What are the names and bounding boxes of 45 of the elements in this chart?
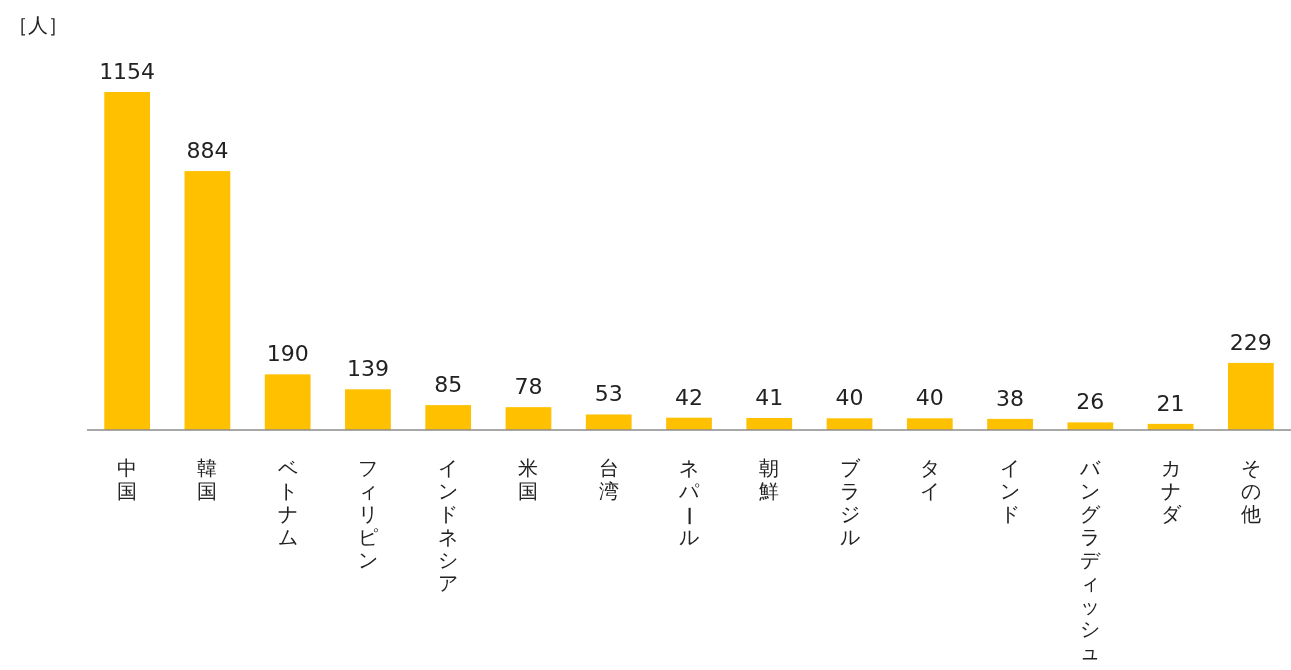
bar <box>666 417 712 430</box>
bar <box>987 418 1033 430</box>
x-tick-label: フィリピン <box>357 456 378 572</box>
bar <box>264 374 311 430</box>
x-tick-label: ベトナム <box>277 456 298 549</box>
data-label: 884 <box>186 138 229 164</box>
data-label: 229 <box>1229 329 1272 355</box>
data-label: 85 <box>434 372 463 398</box>
data-label: 1154 <box>99 59 156 84</box>
data-label: 38 <box>996 385 1025 411</box>
data-label: 190 <box>266 341 309 367</box>
data-label: 42 <box>675 384 703 410</box>
x-tick-label: その他 <box>1240 456 1261 526</box>
bar <box>585 414 632 430</box>
category-label: バングラディッシュ <box>1080 456 1101 664</box>
bar <box>1067 422 1114 430</box>
x-tick-label: 米国 <box>518 456 539 503</box>
data-label: 21 <box>1156 390 1185 416</box>
x-tick-label: インド <box>1000 456 1021 526</box>
bar <box>425 405 472 430</box>
bar <box>104 92 151 430</box>
x-tick-label: タイ <box>919 456 940 503</box>
x-tick-label: ネパール <box>677 456 701 549</box>
x-tick-label: 韓国 <box>197 456 218 503</box>
data-label: 40 <box>835 385 864 411</box>
data-label: 139 <box>346 356 389 382</box>
bar <box>505 407 552 430</box>
x-tick-label: 朝鮮 <box>759 456 780 503</box>
bar <box>906 418 953 430</box>
data-label: 41 <box>755 384 784 410</box>
bar <box>184 171 231 430</box>
bar <box>1227 362 1274 430</box>
bar <box>746 417 793 430</box>
x-tick-label: 台湾 <box>598 456 619 503</box>
bar <box>345 389 391 430</box>
data-label: 26 <box>1076 389 1105 415</box>
x-tick-label: カナダ <box>1160 456 1182 526</box>
y-axis-title: ［人］ <box>8 13 68 37</box>
x-tick-label: ブラジル <box>839 456 861 549</box>
data-label: 40 <box>915 385 944 411</box>
data-label: 78 <box>514 374 543 400</box>
x-tick-label: 中国 <box>117 456 138 503</box>
bar <box>826 418 873 430</box>
data-label: 53 <box>594 381 623 407</box>
x-tick-label: インドネシア <box>438 456 459 595</box>
